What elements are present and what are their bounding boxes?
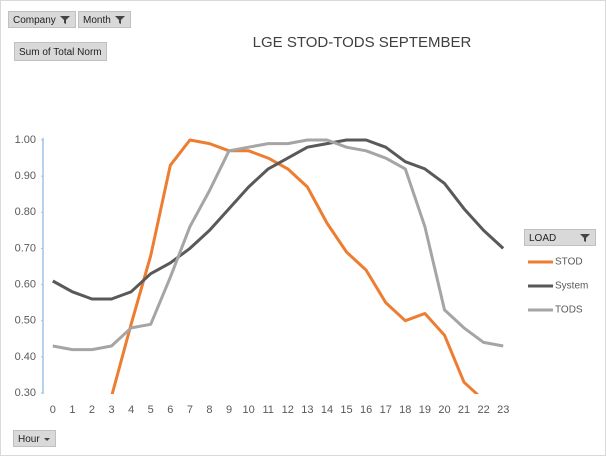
button-label: Company [13,15,56,26]
x-tick-label: 21 [458,404,470,416]
x-tick-label: 19 [419,404,431,416]
x-tick-label: 22 [478,404,490,416]
x-tick-label: 18 [399,404,411,416]
legend-label: System [555,281,588,292]
x-tick-label: 20 [438,404,450,416]
filter-button[interactable]: Company [8,11,76,28]
filter-icon [59,16,70,25]
x-tick-label: 14 [321,404,333,416]
x-tick-label: 5 [148,404,154,416]
x-tick-label: 10 [243,404,255,416]
x-tick-label: 8 [206,404,212,416]
dropdown-icon [43,438,50,442]
button-label: Hour [18,434,40,445]
filter-button[interactable]: Month [78,11,131,28]
y-tick-label: 0.70 [15,242,36,254]
axis-field-button[interactable]: Hour [13,430,56,447]
chart-title: LGE STOD-TODS SEPTEMBER [253,34,472,51]
x-tick-label: 17 [380,404,392,416]
y-tick-label: 0.50 [15,315,36,327]
x-tick-label: 16 [360,404,372,416]
x-tick-label: 9 [226,404,232,416]
button-label: LOAD [529,233,557,244]
button-label: Month [83,15,111,26]
plot-area [52,138,505,394]
series-line [52,138,505,301]
x-tick-label: 3 [108,404,114,416]
x-tick-label: 7 [187,404,193,416]
x-tick-label: 15 [340,404,352,416]
x-tick-label: 2 [89,404,95,416]
y-tick-label: 0.90 [15,170,36,182]
y-tick-label: 0.30 [15,387,36,399]
value-field-button[interactable]: Sum of Total Norm [14,42,107,61]
legend-field-button[interactable]: LOAD [524,229,596,246]
legend-label: TODS [555,305,583,316]
y-tick-label: 1.00 [15,134,36,146]
x-tick-label: 0 [50,404,56,416]
legend-label: STOD [555,257,583,268]
x-tick-label: 11 [262,404,273,416]
x-tick-label: 12 [282,404,294,416]
y-tick-label: 0.80 [15,206,36,218]
filter-icon [580,234,590,242]
x-tick-label: 13 [301,404,313,416]
x-tick-label: 6 [167,404,173,416]
x-tick-label: 1 [69,404,75,416]
filter-icon [114,16,125,25]
y-tick-label: 0.60 [15,278,36,290]
series-line [52,138,504,352]
button-label: Sum of Total Norm [19,47,102,58]
x-tick-label: 4 [128,404,134,416]
x-tick-label: 23 [497,404,509,416]
y-tick-label: 0.40 [15,351,36,363]
